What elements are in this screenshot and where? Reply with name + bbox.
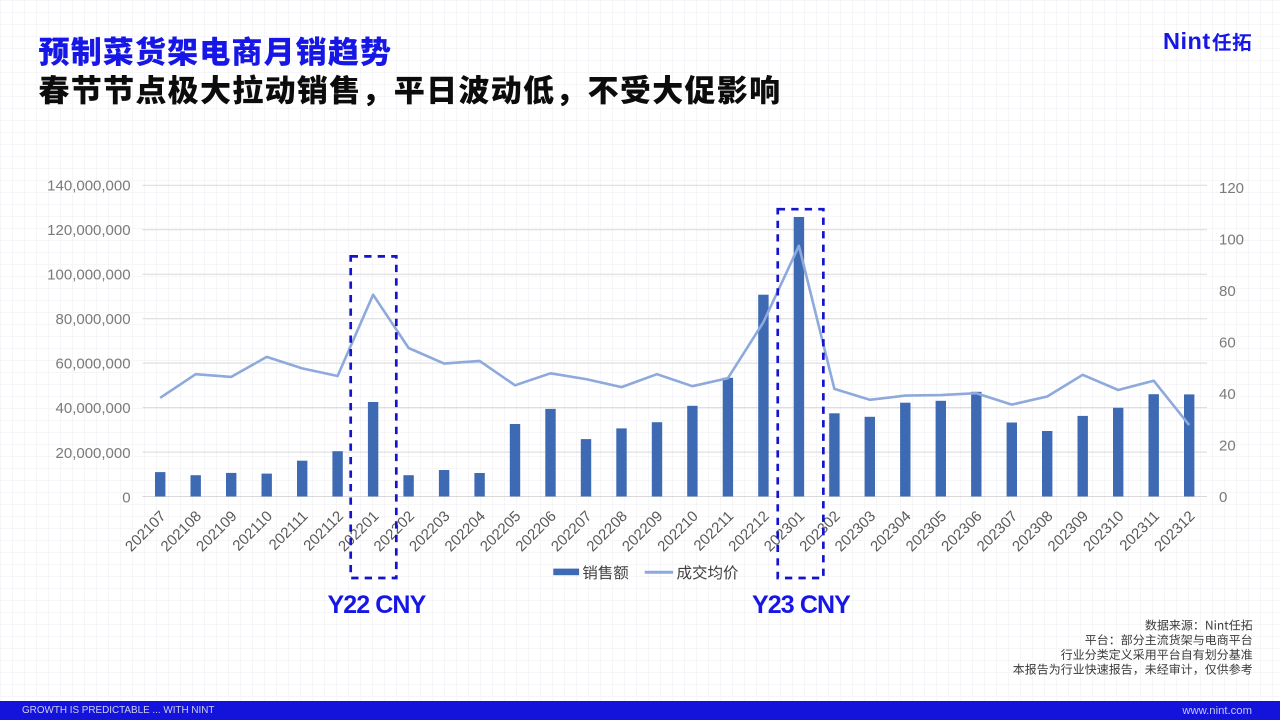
svg-text:202310: 202310 (1080, 508, 1127, 555)
svg-text:20: 20 (1219, 437, 1236, 454)
svg-text:Y23 CNY: Y23 CNY (752, 591, 851, 619)
svg-text:40,000,000: 40,000,000 (56, 400, 131, 417)
svg-text:0: 0 (122, 489, 130, 506)
svg-text:Y22 CNY: Y22 CNY (327, 591, 426, 619)
svg-text:20,000,000: 20,000,000 (56, 445, 131, 462)
svg-text:60,000,000: 60,000,000 (56, 356, 131, 373)
svg-text:60: 60 (1219, 335, 1236, 352)
svg-text:202210: 202210 (654, 508, 701, 555)
svg-text:40: 40 (1219, 386, 1236, 403)
svg-text:80,000,000: 80,000,000 (56, 311, 131, 328)
svg-text:202312: 202312 (1151, 508, 1198, 555)
svg-text:120: 120 (1219, 180, 1244, 197)
svg-text:140,000,000: 140,000,000 (47, 177, 130, 194)
svg-text:0: 0 (1219, 489, 1227, 506)
svg-text:120,000,000: 120,000,000 (47, 222, 130, 239)
svg-text:202110: 202110 (229, 508, 276, 555)
svg-text:100,000,000: 100,000,000 (47, 267, 130, 284)
svg-text:100: 100 (1219, 232, 1244, 249)
svg-text:80: 80 (1219, 283, 1236, 300)
svg-text:Nint: Nint (1163, 28, 1211, 54)
svg-text:202109: 202109 (193, 508, 240, 555)
